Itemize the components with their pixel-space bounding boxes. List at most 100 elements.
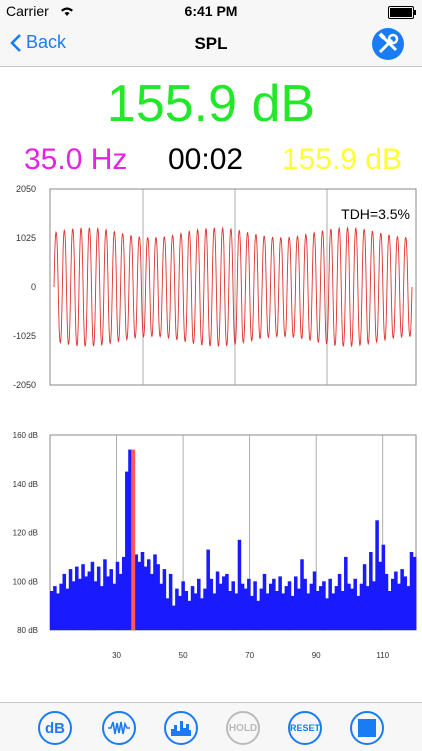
spectrum-bar	[262, 573, 267, 630]
back-button[interactable]: Back	[10, 32, 66, 53]
waveform-y-tick-label: -2050	[13, 380, 36, 390]
spectrum-bar	[184, 591, 189, 630]
spectrum-bar	[96, 566, 101, 630]
spectrum-bar	[281, 593, 286, 630]
wifi-icon	[61, 7, 73, 16]
spectrum-bar	[278, 576, 282, 630]
spectrum-bar	[247, 578, 251, 630]
spectrum-bar	[78, 578, 82, 630]
spectrum-y-tick-label: 160 dB	[13, 431, 38, 440]
spectrum-bar	[359, 583, 364, 630]
spectrum-peak-marker	[131, 449, 136, 630]
spectrum-bar	[125, 471, 129, 630]
waveform-y-tick-label: -1025	[13, 331, 36, 341]
spectrum-bars	[50, 449, 417, 631]
clock: 6:41 PM	[184, 3, 238, 19]
spectrum-bar	[231, 581, 235, 631]
spectrum-button[interactable]	[164, 711, 198, 745]
spectrum-bar	[268, 583, 273, 630]
spectrum-x-tick-label: 90	[312, 651, 321, 660]
spectrum-bar	[134, 554, 138, 630]
spectrum-bar	[234, 593, 239, 630]
spectrum-bar	[172, 605, 176, 630]
spectrum-bar	[369, 552, 373, 630]
spectrum-bar	[284, 586, 289, 630]
spectrum-bar	[218, 583, 223, 630]
spectrum-bar	[56, 593, 60, 630]
db-mode-button[interactable]: dB	[38, 711, 72, 745]
spectrum-bar	[87, 571, 92, 630]
spectrum-bar	[100, 586, 104, 630]
spectrum-bar	[62, 573, 67, 630]
spectrum-bar	[240, 583, 245, 630]
spectrum-bar	[378, 561, 382, 631]
spectrum-bar	[344, 556, 348, 630]
spectrum-bar	[175, 588, 179, 630]
spectrum-bar	[290, 595, 295, 630]
hold-label: HOLD	[228, 722, 258, 734]
carrier-label: Carrier	[6, 3, 49, 19]
spectrum-bar	[384, 573, 389, 630]
waveform-y-ticks: 2050 1025 0 -1025 -2050	[13, 184, 36, 390]
spectrum-bar	[319, 586, 323, 630]
spectrum-bar	[228, 591, 232, 630]
spectrum-bar	[297, 588, 301, 630]
spectrum-y-tick-label: 120 dB	[13, 529, 38, 538]
spectrum-bar	[215, 571, 220, 630]
waveform-line	[53, 226, 413, 348]
spectrum-bar	[315, 591, 320, 630]
spectrum-bar	[115, 561, 120, 631]
spectrum-bar	[212, 593, 217, 630]
spectrum-bar	[109, 569, 113, 630]
spectrum-bar	[362, 564, 367, 630]
spectrum-bar	[365, 586, 370, 630]
spectrum-bar	[265, 593, 270, 630]
spectrum-bar	[381, 544, 386, 630]
waveform-y-tick-label: 0	[31, 282, 36, 292]
spectrum-bar	[118, 573, 123, 630]
waveform-y-tick-label: 1025	[16, 233, 36, 243]
spectrum-bar	[243, 588, 248, 630]
reset-label: RESET	[290, 723, 321, 733]
spectrum-bar	[403, 576, 408, 630]
waveform-button[interactable]	[102, 711, 136, 745]
spectrum-bar	[50, 591, 54, 630]
spectrum-bar	[412, 556, 417, 630]
spectrum-bar	[93, 581, 98, 631]
spectrum-bar	[272, 578, 276, 630]
reset-button[interactable]: RESET	[288, 711, 322, 745]
settings-button[interactable]	[372, 28, 404, 60]
spectrum-chart: 160 dB 140 dB 120 dB 100 dB 80 dB 30 50 70 90 11…	[13, 431, 417, 660]
stop-button[interactable]	[350, 711, 384, 745]
waveform-y-tick-label: 2050	[16, 184, 36, 194]
spectrum-bar	[353, 578, 357, 630]
back-label: Back	[26, 32, 67, 52]
main-level-readout: 155.9 dB	[106, 75, 316, 133]
hold-button[interactable]: HOLD	[226, 711, 260, 745]
chevron-left-icon	[10, 33, 21, 52]
spectrum-bar	[71, 581, 76, 631]
spectrum-x-tick-label: 50	[179, 651, 188, 660]
db-mode-label: dB	[45, 719, 65, 737]
spectrum-x-tick-label: 110	[376, 651, 389, 660]
readout-row: 35.0 Hz 00:02 155.9 dB	[0, 143, 422, 183]
spectrum-y-tick-label: 100 dB	[13, 577, 38, 586]
bottom-toolbar: dB HOLD RESET	[0, 702, 422, 751]
spectrum-bar	[309, 583, 314, 630]
waveform-chart: 2050 1025 0 -1025 -2050 TDH=3.5%	[13, 184, 417, 390]
spectrum-bar	[253, 581, 257, 631]
spectrum-bar	[294, 576, 298, 630]
spectrum-bar	[397, 583, 401, 630]
spectrum-bar	[75, 566, 79, 630]
spectrum-bar	[181, 581, 185, 631]
spectrum-bar	[372, 581, 376, 631]
spectrum-bar	[406, 586, 411, 630]
spectrum-bar	[206, 549, 210, 630]
spectrum-bar	[347, 583, 351, 630]
spectrum-bar	[165, 598, 170, 630]
spectrum-bar	[394, 571, 398, 630]
spectrum-x-ticks: 30 50 70 90 110	[112, 651, 390, 660]
spectrum-bar	[159, 583, 164, 630]
spectrum-bar	[200, 598, 204, 630]
spectrum-bar	[306, 593, 311, 630]
